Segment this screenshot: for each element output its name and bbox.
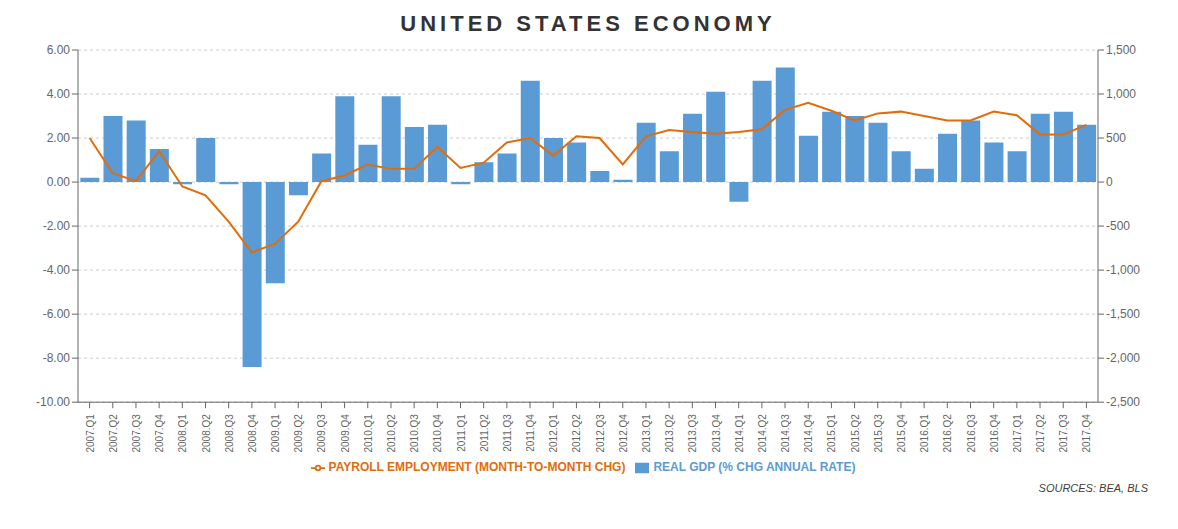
svg-text:-10.00: -10.00 (36, 395, 70, 409)
svg-text:2012.Q1: 2012.Q1 (548, 414, 559, 453)
html-text:PAYROLL EMPLOYMENT (MONTH-TO-M: PAYROLL EMPLOYMENT (MONTH-TO-MONTH CHG) (328, 460, 626, 475)
svg-text:2.00: 2.00 (47, 131, 71, 145)
svg-text:-2,500: -2,500 (1106, 395, 1140, 409)
html-text:SOURCES: BEA, BLS: SOURCES: BEA, BLS (1038, 482, 1148, 494)
svg-text:2011.Q3: 2011.Q3 (502, 414, 513, 452)
svg-text:2008.Q3: 2008.Q3 (224, 414, 235, 453)
svg-text:2013.Q1: 2013.Q1 (641, 414, 652, 453)
svg-text:2017.Q4: 2017.Q4 (1081, 414, 1092, 453)
svg-text:2007.Q4: 2007.Q4 (154, 414, 165, 453)
svg-text:-4.00: -4.00 (43, 263, 71, 277)
svg-text:2011.Q4: 2011.Q4 (525, 414, 536, 452)
svg-text:2014.Q2: 2014.Q2 (757, 414, 768, 453)
svg-text:-2,000: -2,000 (1106, 351, 1140, 365)
svg-text:2007.Q1: 2007.Q1 (85, 414, 96, 453)
svg-text:-1,500: -1,500 (1106, 307, 1140, 321)
svg-text:2011.Q1: 2011.Q1 (456, 414, 467, 452)
svg-text:2015.Q2: 2015.Q2 (850, 414, 861, 453)
svg-text:2014.Q4: 2014.Q4 (803, 414, 814, 453)
svg-text:2009.Q4: 2009.Q4 (340, 414, 351, 453)
svg-text:2009.Q3: 2009.Q3 (316, 414, 327, 453)
svg-text:2012.Q3: 2012.Q3 (595, 414, 606, 453)
svg-text:1,500: 1,500 (1106, 43, 1136, 57)
svg-text:2017.Q2: 2017.Q2 (1035, 414, 1046, 453)
svg-text:2014.Q1: 2014.Q1 (734, 414, 745, 453)
svg-text:0.00: 0.00 (47, 175, 71, 189)
svg-text:2015.Q4: 2015.Q4 (896, 414, 907, 453)
svg-text:2009.Q1: 2009.Q1 (270, 414, 281, 453)
svg-text:2010.Q3: 2010.Q3 (409, 414, 420, 453)
svg-text:0: 0 (1106, 175, 1113, 189)
svg-text:2010.Q2: 2010.Q2 (386, 414, 397, 453)
svg-text:2007.Q2: 2007.Q2 (108, 414, 119, 453)
svg-text:2016.Q4: 2016.Q4 (989, 414, 1000, 453)
svg-text:-6.00: -6.00 (43, 307, 71, 321)
svg-text:2016.Q2: 2016.Q2 (942, 414, 953, 453)
svg-text:2014.Q3: 2014.Q3 (780, 414, 791, 453)
svg-text:4.00: 4.00 (47, 87, 71, 101)
svg-text:2016.Q3: 2016.Q3 (966, 414, 977, 453)
svg-text:-500: -500 (1106, 219, 1130, 233)
svg-text:2008.Q1: 2008.Q1 (177, 414, 188, 453)
svg-text:-1,000: -1,000 (1106, 263, 1140, 277)
svg-text:2013.Q2: 2013.Q2 (664, 414, 675, 453)
svg-text:2008.Q2: 2008.Q2 (201, 414, 212, 453)
html-text:REAL GDP (% CHG ANNUAL RATE): REAL GDP (% CHG ANNUAL RATE) (653, 460, 856, 475)
svg-text:2012.Q4: 2012.Q4 (618, 414, 629, 453)
svg-text:2010.Q4: 2010.Q4 (432, 414, 443, 453)
svg-text:2015.Q3: 2015.Q3 (873, 414, 884, 453)
svg-text:2016.Q1: 2016.Q1 (919, 414, 930, 453)
svg-text:2015.Q1: 2015.Q1 (826, 414, 837, 453)
svg-text:6.00: 6.00 (47, 43, 71, 57)
svg-text:2007.Q3: 2007.Q3 (131, 414, 142, 453)
svg-text:2009.Q2: 2009.Q2 (293, 414, 304, 453)
svg-text:1,000: 1,000 (1106, 87, 1136, 101)
svg-text:2013.Q3: 2013.Q3 (687, 414, 698, 453)
svg-text:2013.Q4: 2013.Q4 (711, 414, 722, 453)
svg-text:2017.Q3: 2017.Q3 (1058, 414, 1069, 453)
svg-text:-2.00: -2.00 (43, 219, 71, 233)
svg-text:-8.00: -8.00 (43, 351, 71, 365)
svg-text:500: 500 (1106, 131, 1126, 145)
svg-text:2008.Q4: 2008.Q4 (247, 414, 258, 453)
svg-text:2011.Q2: 2011.Q2 (479, 414, 490, 452)
html-text:UNITED STATES ECONOMY: UNITED STATES ECONOMY (400, 11, 776, 36)
svg-text:2010.Q1: 2010.Q1 (363, 414, 374, 453)
svg-text:2017.Q1: 2017.Q1 (1012, 414, 1023, 453)
svg-text:2012.Q2: 2012.Q2 (571, 414, 582, 453)
